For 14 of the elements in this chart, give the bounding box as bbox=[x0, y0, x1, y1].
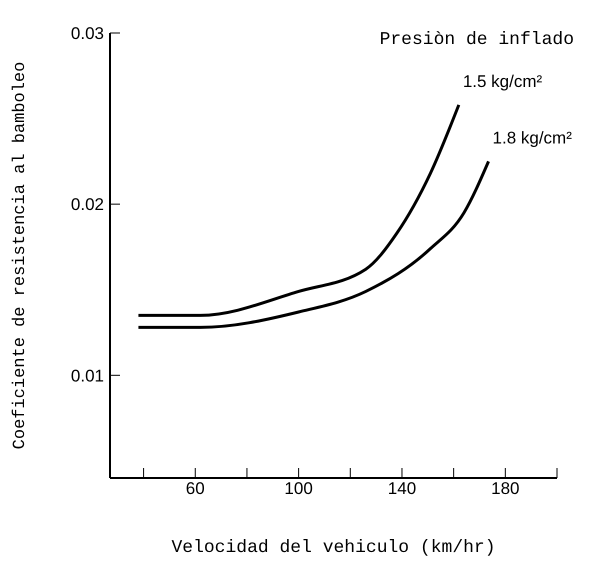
line-series bbox=[136, 103, 460, 317]
y-tick-label: 0.03 bbox=[70, 24, 104, 44]
series-label: 1.5 kg/cm² bbox=[462, 72, 543, 91]
annotation: Presiòn de inflado bbox=[380, 30, 574, 50]
x-tick-label: 180 bbox=[491, 479, 520, 498]
series-label: 1.8 kg/cm² bbox=[492, 128, 572, 148]
y-tick-label: 0.02 bbox=[70, 195, 104, 214]
x-tick-label: 100 bbox=[284, 479, 313, 498]
y-tick-label: 0.01 bbox=[70, 366, 104, 386]
x-tick-label: 140 bbox=[388, 479, 416, 498]
x-tick-label: 60 bbox=[186, 479, 205, 498]
line-series bbox=[136, 160, 490, 329]
y-axis-title: Coeficiente de resistencia al bamboleo bbox=[11, 62, 30, 450]
x-axis-title: Velocidad del vehiculo (km/hr) bbox=[171, 538, 496, 558]
